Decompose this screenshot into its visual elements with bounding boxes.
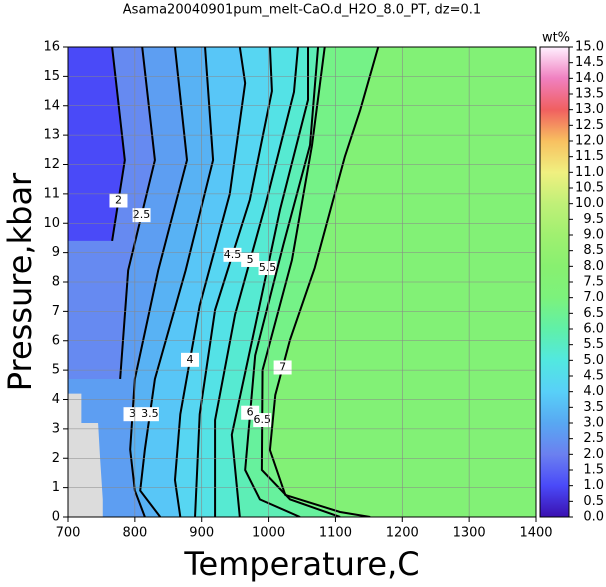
y-tick-label: 4	[52, 392, 60, 407]
colorbar-tick-label: 11.5	[575, 149, 604, 164]
colorbar	[539, 46, 570, 518]
contour-label: 5.5	[259, 261, 277, 274]
colorbar-tick-label: 1.5	[583, 463, 604, 478]
contour-label: 4	[187, 353, 194, 366]
colorbar-tick-label: 12.5	[575, 118, 604, 133]
contour-line	[173, 47, 247, 517]
y-tick-label: 7	[52, 304, 60, 319]
contour-line	[244, 47, 320, 517]
contour-label-bg	[223, 247, 242, 262]
contour-fill	[68, 47, 125, 241]
colorbar-tick-label: 12.0	[575, 134, 604, 149]
colorbar-tick-label: 2.0	[583, 447, 604, 462]
colorbar-tick-label: 0.5	[583, 494, 604, 509]
colorbar-tick-label: 8.0	[583, 259, 604, 274]
contour-label: 3	[129, 407, 136, 420]
contour-label: 5	[247, 253, 254, 266]
colorbar-tick-label: 5.0	[583, 353, 604, 368]
y-tick-label: 14	[43, 98, 60, 113]
chart-title: Asama20040901pum_melt-CaO.d_H2O_8.0_PT, …	[123, 3, 481, 18]
contour-label: 6	[247, 406, 254, 419]
colorbar-tick-label: 2.5	[583, 431, 604, 446]
colorbar-label: wt%	[542, 31, 570, 46]
x-tick-label: 700	[56, 526, 81, 541]
contour-label: 3.5	[141, 407, 159, 420]
colorbar-tick-label: 3.0	[583, 416, 604, 431]
colorbar-tick-label: 9.0	[583, 228, 604, 243]
contour-label: 2.5	[133, 208, 151, 221]
colorbar-tick-label: 6.5	[583, 306, 604, 321]
y-tick-label: 5	[52, 363, 60, 378]
colorbar-tick-label: 4.0	[583, 384, 604, 399]
no-data-region	[68, 393, 103, 517]
x-tick-label: 800	[122, 526, 147, 541]
y-tick-label: 8	[52, 275, 60, 290]
y-tick-label: 13	[43, 128, 60, 143]
colorbar-tick-label: 7.0	[583, 290, 604, 305]
x-tick-label: 1100	[319, 526, 352, 541]
y-tick-label: 11	[43, 186, 60, 201]
x-tick-label: 1000	[252, 526, 285, 541]
contour-label: 7	[279, 360, 286, 373]
y-tick-label: 3	[52, 421, 60, 436]
x-tick-label: 1400	[519, 526, 552, 541]
contour-label-bg	[253, 413, 272, 428]
y-tick-label: 1	[52, 480, 60, 495]
y-tick-label: 12	[43, 157, 60, 172]
colorbar-tick-label: 13.5	[575, 87, 604, 102]
colorbar-tick-label: 14.5	[575, 55, 604, 70]
contour-label: 4.5	[224, 248, 242, 261]
y-tick-label: 10	[43, 216, 60, 231]
contour-label-bg	[273, 360, 292, 375]
y-tick-label: 15	[43, 69, 60, 84]
colorbar-tick-label: 14.0	[575, 71, 604, 86]
y-tick-label: 2	[52, 451, 60, 466]
y-tick-label: 6	[52, 333, 60, 348]
colorbar-tick-label: 0.0	[583, 510, 604, 525]
colorbar-tick-label: 1.0	[583, 478, 604, 493]
colorbar-tick-label: 15.0	[575, 40, 604, 55]
contour-label-bg	[258, 261, 277, 276]
x-tick-label: 900	[189, 526, 214, 541]
colorbar-tick-label: 6.0	[583, 322, 604, 337]
plot-frame	[67, 46, 537, 518]
contour-label-bg	[123, 407, 142, 422]
y-axis-label: Pressure,kbar	[1, 172, 39, 391]
contour-line	[139, 47, 215, 517]
colorbar-tick-label: 7.5	[583, 275, 604, 290]
y-tick-label: 16	[43, 40, 60, 55]
colorbar-tick-label: 10.0	[575, 196, 604, 211]
contour-label: 2	[115, 193, 122, 206]
contour-label: 6.5	[253, 413, 271, 426]
contour-label-bg	[109, 193, 128, 208]
y-tick-label: 0	[52, 510, 60, 525]
contour-line	[111, 47, 126, 242]
x-tick-label: 1200	[386, 526, 419, 541]
y-tick-label: 9	[52, 245, 60, 260]
colorbar-tick-label: 5.5	[583, 337, 604, 352]
colorbar-tick-label: 4.5	[583, 369, 604, 384]
colorbar-tick-label: 11.0	[575, 165, 604, 180]
contour-label-bg	[181, 352, 200, 367]
colorbar-tick-label: 13.0	[575, 102, 604, 117]
contour-label-bg	[241, 252, 260, 267]
x-tick-label: 1300	[453, 526, 486, 541]
colorbar-tick-label: 9.5	[583, 212, 604, 227]
colorbar-tick-label: 8.5	[583, 243, 604, 258]
x-axis-label: Temperature,C	[183, 545, 419, 583]
contour-label-bg	[132, 208, 151, 223]
contour-label-bg	[140, 407, 159, 422]
colorbar-tick-label: 3.5	[583, 400, 604, 415]
colorbar-tick-label: 10.5	[575, 181, 604, 196]
